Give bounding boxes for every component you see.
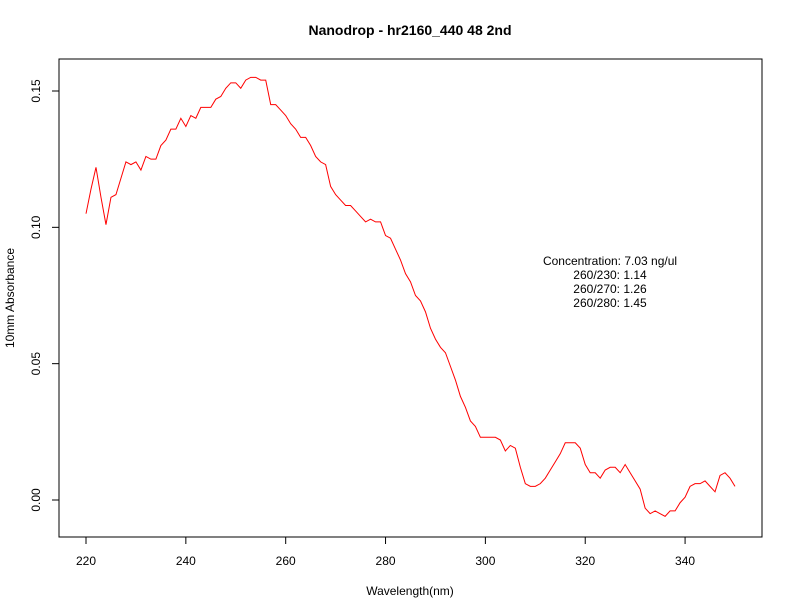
ratio-260-280-annotation: 260/280: 1.45 bbox=[573, 296, 647, 310]
ratio-260-270-annotation: 260/270: 1.26 bbox=[573, 282, 647, 296]
x-axis-tick-label: 260 bbox=[276, 554, 296, 568]
concentration-annotation: Concentration: 7.03 ng/ul bbox=[543, 254, 677, 268]
x-axis-tick-label: 280 bbox=[376, 554, 396, 568]
annotation-group: Concentration: 7.03 ng/ul 260/230: 1.14 … bbox=[543, 254, 677, 310]
chart-title: Nanodrop - hr2160_440 48 2nd bbox=[308, 22, 511, 38]
x-axis-label: Wavelength(nm) bbox=[366, 584, 454, 598]
plot-frame bbox=[58, 58, 763, 538]
y-axis-tick-label: 0.05 bbox=[29, 352, 43, 376]
x-axis-tick-label: 340 bbox=[675, 554, 695, 568]
x-axis: 220 240 260 280 300 320 340 bbox=[76, 536, 695, 568]
x-axis-tick-label: 320 bbox=[575, 554, 595, 568]
absorbance-curve bbox=[85, 76, 736, 517]
x-axis-tick-label: 220 bbox=[76, 554, 96, 568]
y-axis-tick-label: 0.15 bbox=[29, 79, 43, 103]
ratio-260-230-annotation: 260/230: 1.14 bbox=[573, 268, 647, 282]
x-axis-tick-label: 240 bbox=[176, 554, 196, 568]
x-axis-tick-label: 300 bbox=[475, 554, 495, 568]
y-axis-tick-label: 0.00 bbox=[29, 488, 43, 512]
y-axis-tick-label: 0.10 bbox=[29, 215, 43, 239]
y-axis-label: 10mm Absorbance bbox=[3, 248, 17, 348]
y-axis: 0.00 0.05 0.10 0.15 bbox=[29, 79, 60, 512]
